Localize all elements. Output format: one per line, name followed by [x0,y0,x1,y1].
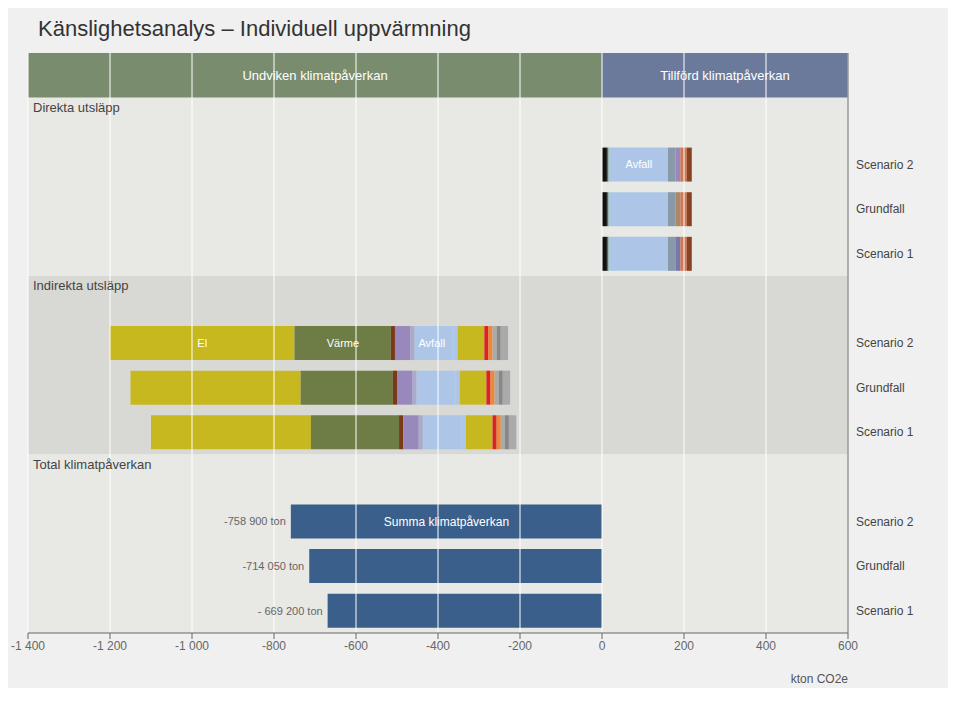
svg-text:-600: -600 [344,639,368,653]
svg-text:Tillförd klimatpåverkan: Tillförd klimatpåverkan [660,68,790,83]
svg-text:Avfall: Avfall [626,158,653,170]
svg-text:-400: -400 [426,639,450,653]
svg-text:-800: -800 [262,639,286,653]
svg-text:Indirekta utsläpp: Indirekta utsläpp [33,278,128,293]
svg-text:Scenario 2: Scenario 2 [856,158,914,172]
svg-text:-1 000: -1 000 [175,639,209,653]
svg-text:-200: -200 [508,639,532,653]
svg-text:-1 200: -1 200 [93,639,127,653]
svg-text:Undviken klimatpåverkan: Undviken klimatpåverkan [242,68,387,83]
svg-text:Scenario 1: Scenario 1 [856,247,914,261]
svg-text:200: 200 [674,639,694,653]
svg-text:Grundfall: Grundfall [856,381,905,395]
svg-text:Scenario 1: Scenario 1 [856,425,914,439]
svg-text:Grundfall: Grundfall [856,559,905,573]
svg-text:Värme: Värme [327,337,359,349]
svg-text:Summa klimatpåverkan: Summa klimatpåverkan [384,515,509,529]
html-text:Känslighetsanalys – Individuel: Känslighetsanalys – Individuell uppvärmn… [38,16,471,41]
svg-text:-714 050 ton: -714 050 ton [242,560,304,572]
svg-text:Avfall: Avfall [418,337,445,349]
svg-text:600: 600 [838,639,858,653]
svg-text:El: El [197,337,207,349]
svg-text:Scenario 2: Scenario 2 [856,336,914,350]
svg-text:Scenario 2: Scenario 2 [856,515,914,529]
svg-text:kton CO2e: kton CO2e [791,672,849,686]
svg-text:Grundfall: Grundfall [856,202,905,216]
svg-text:-1 400: -1 400 [11,639,45,653]
svg-text:400: 400 [756,639,776,653]
svg-text:Total klimatpåverkan: Total klimatpåverkan [33,457,152,472]
svg-text:-758 900 ton: -758 900 ton [224,515,286,527]
svg-text:0: 0 [599,639,606,653]
svg-text:- 669 200 ton: - 669 200 ton [258,605,323,617]
svg-text:Scenario 1: Scenario 1 [856,604,914,618]
svg-text:Direkta utsläpp: Direkta utsläpp [33,100,120,115]
